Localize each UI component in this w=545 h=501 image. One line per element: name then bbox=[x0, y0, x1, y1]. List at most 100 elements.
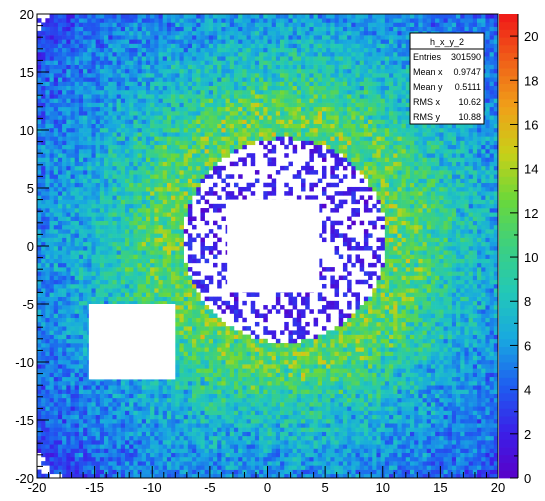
heatmap-cell bbox=[133, 220, 138, 226]
heatmap-cell bbox=[53, 68, 59, 74]
heatmap-cell bbox=[183, 283, 189, 289]
heatmap-cell bbox=[175, 115, 180, 120]
heatmap-cell bbox=[70, 64, 76, 70]
heatmap-cell bbox=[166, 153, 172, 158]
heatmap-cell bbox=[74, 262, 80, 268]
heatmap-cell bbox=[37, 330, 42, 335]
heatmap-cell bbox=[57, 199, 63, 205]
heatmap-cell bbox=[145, 258, 151, 264]
heatmap-cell bbox=[78, 195, 84, 200]
heatmap-cell bbox=[133, 199, 138, 205]
heatmap-cell bbox=[217, 448, 222, 453]
heatmap-cell bbox=[66, 440, 71, 445]
heatmap-cell bbox=[179, 89, 184, 95]
heatmap-cell bbox=[137, 115, 143, 120]
heatmap-cell bbox=[83, 461, 88, 466]
heatmap-cell bbox=[200, 355, 205, 361]
heatmap-cell bbox=[41, 216, 46, 221]
heatmap-cell bbox=[45, 43, 50, 49]
heatmap-cell bbox=[78, 305, 84, 310]
heatmap-cell bbox=[208, 161, 214, 167]
heatmap-cell bbox=[104, 431, 109, 437]
heatmap-cell bbox=[179, 305, 184, 310]
heatmap-cell bbox=[95, 89, 101, 95]
heatmap-cell bbox=[187, 380, 193, 386]
heatmap-cell bbox=[166, 406, 172, 411]
heatmap-cell bbox=[187, 402, 193, 407]
heatmap-cell bbox=[120, 473, 126, 479]
heatmap-cell bbox=[192, 418, 197, 424]
heatmap-cell bbox=[116, 60, 122, 65]
heatmap-cell bbox=[217, 195, 222, 200]
heatmap-cell bbox=[78, 212, 84, 217]
heatmap-cell bbox=[229, 85, 235, 91]
heatmap-cell bbox=[41, 317, 46, 323]
heatmap-cell bbox=[112, 47, 117, 53]
heatmap-cell bbox=[99, 51, 105, 57]
heatmap-cell bbox=[187, 343, 193, 348]
heatmap-cell bbox=[108, 385, 113, 390]
heatmap-cell bbox=[171, 406, 176, 411]
heatmap-cell bbox=[112, 77, 117, 82]
heatmap-cell bbox=[120, 275, 126, 281]
heatmap-cell bbox=[95, 237, 101, 243]
heatmap-cell bbox=[116, 402, 122, 407]
heatmap-cell bbox=[74, 351, 80, 356]
heatmap-cell bbox=[99, 153, 105, 158]
heatmap-cell bbox=[192, 309, 197, 314]
heatmap-cell bbox=[108, 456, 113, 462]
heatmap-cell bbox=[87, 380, 92, 386]
heatmap-cell bbox=[66, 326, 71, 331]
heatmap-cell bbox=[166, 56, 172, 61]
heatmap-cell bbox=[129, 393, 134, 399]
heatmap-cell bbox=[91, 174, 96, 179]
heatmap-cell bbox=[129, 39, 134, 44]
heatmap-cell bbox=[133, 254, 138, 259]
heatmap-cell bbox=[187, 267, 193, 272]
heatmap-cell bbox=[45, 288, 50, 293]
heatmap-cell bbox=[49, 174, 55, 179]
heatmap-cell bbox=[187, 43, 193, 49]
heatmap-cell bbox=[133, 157, 138, 162]
heatmap-cell bbox=[187, 334, 193, 340]
heatmap-cell bbox=[162, 178, 168, 184]
heatmap-cell bbox=[229, 132, 235, 137]
heatmap-cell bbox=[158, 423, 164, 428]
heatmap-cell bbox=[87, 283, 92, 289]
heatmap-cell bbox=[91, 296, 96, 302]
heatmap-cell bbox=[91, 435, 96, 441]
heatmap-cell bbox=[83, 241, 88, 247]
heatmap-cell bbox=[70, 397, 76, 403]
heatmap-cell bbox=[78, 43, 84, 49]
heatmap-cell bbox=[233, 347, 239, 352]
heatmap-cell bbox=[187, 427, 193, 432]
heatmap-cell bbox=[225, 111, 231, 116]
heatmap-cell bbox=[116, 250, 122, 255]
heatmap-cell bbox=[229, 440, 235, 445]
heatmap-cell bbox=[57, 47, 63, 53]
heatmap-cell bbox=[150, 85, 155, 91]
heatmap-cell bbox=[196, 68, 201, 74]
heatmap-cell bbox=[145, 195, 151, 200]
heatmap-cell bbox=[137, 406, 143, 411]
heatmap-cell bbox=[99, 423, 105, 428]
heatmap-cell bbox=[208, 98, 214, 103]
heatmap-cell bbox=[53, 397, 59, 403]
heatmap-cell bbox=[187, 47, 193, 53]
heatmap-cell bbox=[104, 216, 109, 221]
heatmap-cell bbox=[187, 153, 193, 158]
heatmap-cells bbox=[37, 14, 499, 479]
heatmap-cell bbox=[208, 397, 214, 403]
heatmap-cell bbox=[91, 208, 96, 213]
heatmap-cell bbox=[204, 402, 210, 407]
heatmap-cell bbox=[162, 296, 168, 302]
heatmap-cell bbox=[74, 170, 80, 175]
heatmap-cell bbox=[145, 18, 151, 23]
heatmap-cell bbox=[166, 440, 172, 445]
heatmap-cell bbox=[196, 199, 201, 205]
heatmap-cell bbox=[175, 14, 180, 19]
heatmap-cell bbox=[104, 178, 109, 184]
heatmap-cell bbox=[112, 182, 117, 188]
heatmap-cell bbox=[204, 153, 210, 158]
heatmap-cell bbox=[233, 140, 239, 146]
